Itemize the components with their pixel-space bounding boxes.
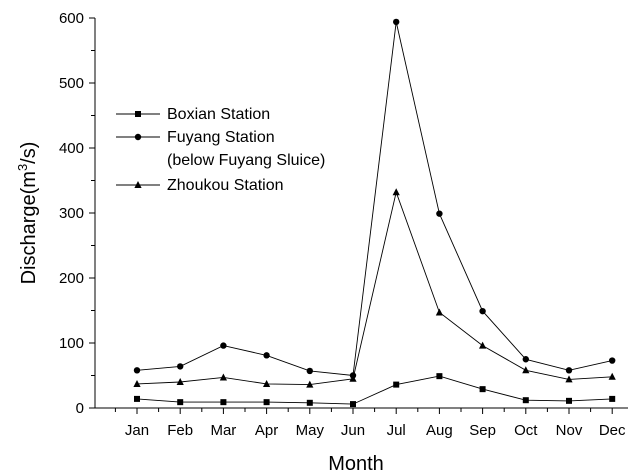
y-axis-title: Discharge(m3/s) [15, 142, 40, 285]
y-axis-title-main: Discharge(m [18, 171, 40, 284]
series-layer [133, 18, 616, 408]
legend: Boxian Station Fuyang Station (below Fuy… [116, 106, 325, 194]
data-point-square [393, 381, 400, 388]
data-point-circle [133, 367, 141, 374]
axes [94, 18, 628, 409]
x-tick-label: Feb [167, 422, 193, 439]
data-point-triangle [435, 308, 443, 316]
data-point-circle [565, 367, 573, 374]
data-point-circle [263, 352, 270, 359]
y-tick-label: 600 [59, 10, 84, 27]
data-point-square [134, 395, 140, 402]
data-point-triangle [306, 380, 314, 388]
y-ticks: 0 100 200 300 400 500 600 [59, 10, 95, 417]
x-tick-label: May [296, 422, 325, 439]
x-tick-label: Jul [387, 422, 406, 439]
x-tick-label: Aug [426, 422, 453, 439]
legend-label-fuyang: Fuyang Station [167, 129, 275, 146]
data-point-circle [220, 342, 227, 349]
data-point-triangle [349, 374, 357, 382]
y-tick-label: 100 [59, 335, 84, 352]
x-axis-title: Month [328, 453, 384, 473]
legend-marker-square [135, 111, 141, 117]
x-ticks: Jan Feb Mar Apr May Jun Jul Aug Sep Oct Nov Dec [114, 408, 626, 439]
series-line-2 [136, 190, 613, 386]
data-point-triangle [263, 379, 271, 387]
data-point-circle [436, 210, 443, 217]
y-tick-label: 400 [59, 140, 84, 157]
x-tick-label: Sep [469, 422, 496, 439]
data-point-triangle [176, 378, 184, 385]
data-point-square [522, 397, 529, 404]
legend-label-boxian: Boxian Station [167, 106, 270, 123]
data-point-square [263, 399, 270, 406]
data-point-circle [522, 356, 529, 363]
legend-marker-triangle [134, 181, 142, 188]
data-point-square [566, 397, 572, 404]
data-point-triangle [392, 188, 400, 196]
data-point-square [350, 401, 356, 408]
data-point-circle [393, 18, 400, 26]
data-point-triangle [565, 375, 573, 383]
series-line-1 [136, 21, 613, 376]
x-tick-label: Jun [341, 422, 365, 439]
data-point-square [436, 373, 443, 380]
series-line-0 [136, 375, 613, 405]
x-tick-label: Mar [210, 422, 236, 439]
data-point-square [177, 399, 184, 406]
data-point-circle [177, 363, 184, 370]
x-tick-label: Jan [125, 422, 149, 439]
data-point-square [609, 395, 616, 402]
data-point-triangle [608, 372, 616, 380]
data-point-triangle [219, 373, 227, 381]
x-tick-label: Nov [556, 422, 583, 439]
y-axis-title-sup: 3 [15, 164, 30, 171]
data-point-square [220, 399, 227, 406]
x-tick-label: Oct [514, 422, 538, 439]
data-point-circle [306, 367, 313, 375]
legend-label-fuyang-line2: (below Fuyang Sluice) [167, 152, 325, 169]
data-point-triangle [479, 341, 487, 349]
y-axis-title-end: /s) [18, 142, 40, 164]
data-point-square [479, 386, 486, 393]
legend-label-zhoukou: Zhoukou Station [167, 177, 284, 194]
data-point-circle [609, 357, 616, 364]
y-tick-label: 500 [59, 75, 84, 92]
x-tick-label: Apr [255, 422, 278, 439]
x-tick-label: Dec [599, 422, 626, 439]
y-tick-label: 300 [59, 205, 84, 222]
data-point-triangle [133, 379, 141, 387]
data-point-triangle [522, 366, 530, 374]
y-tick-label: 200 [59, 270, 84, 287]
data-point-square [306, 399, 313, 406]
data-point-circle [479, 307, 486, 315]
y-tick-label: 0 [76, 400, 84, 417]
legend-marker-circle [134, 133, 142, 141]
